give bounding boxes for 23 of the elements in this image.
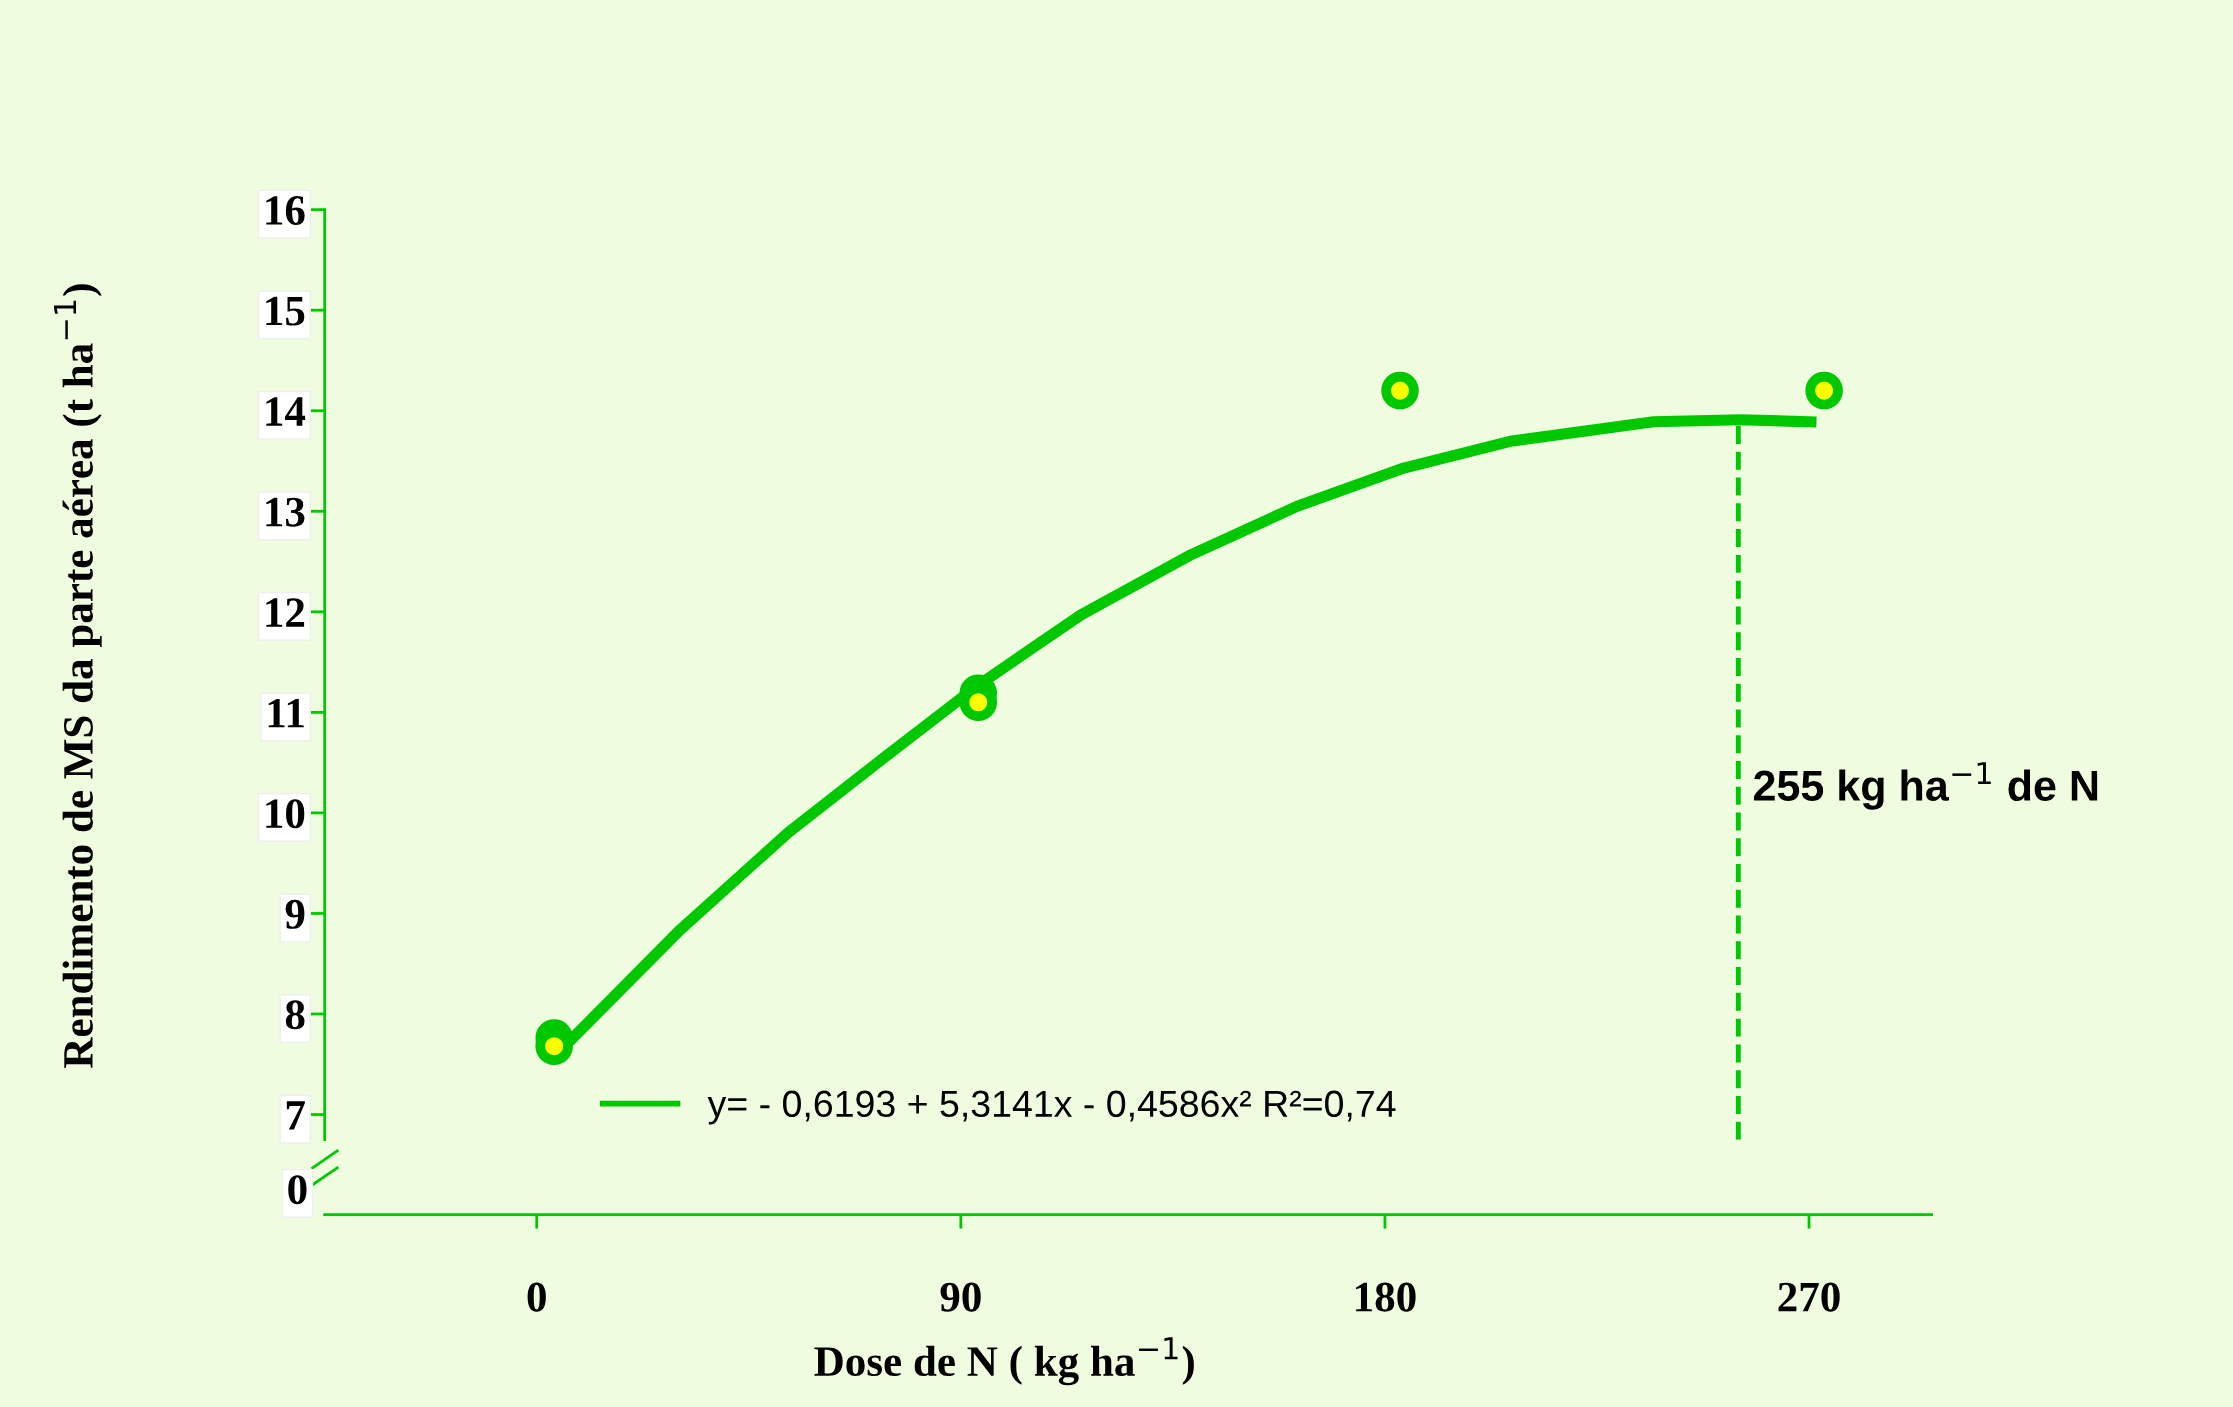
y-tick-label: 9: [285, 899, 305, 929]
y-tick-label: 12: [266, 598, 305, 627]
y-tick-label: 16: [266, 196, 305, 226]
y-tick-label: 7: [286, 1101, 305, 1130]
y-tick-label: 10: [266, 799, 305, 829]
ref-line-label: 255 kg ha$^{−1}$ de N: [1753, 762, 2098, 810]
text: 0: [288, 1175, 307, 1205]
y-tick-label: 15: [266, 296, 305, 326]
y-tick-label: 11: [268, 698, 304, 728]
y-tick-label: 14: [266, 397, 306, 426]
legend-label: y= - 0,6193 + 5,3141x - 0,4586x² R²=0,74: [707, 1090, 1396, 1125]
x-tick-label: 0: [527, 1282, 546, 1312]
point: [1381, 371, 1419, 410]
x-tick-label: 270: [1778, 1282, 1840, 1312]
y-tick-label: 13: [266, 497, 305, 527]
point: [1805, 371, 1843, 410]
point: [535, 1027, 573, 1065]
y-axis-title: Rendimento de MS da parte aérea (t ha$^{−1}$): [54, 284, 102, 1068]
x-axis-title: Dose de N ( kg ha$^{−1}$): [814, 1337, 1194, 1386]
y-tick-label: 8: [285, 1000, 305, 1030]
x-tick-label: 90: [940, 1282, 981, 1312]
point: [959, 683, 998, 722]
x-tick-label: 180: [1356, 1282, 1416, 1312]
